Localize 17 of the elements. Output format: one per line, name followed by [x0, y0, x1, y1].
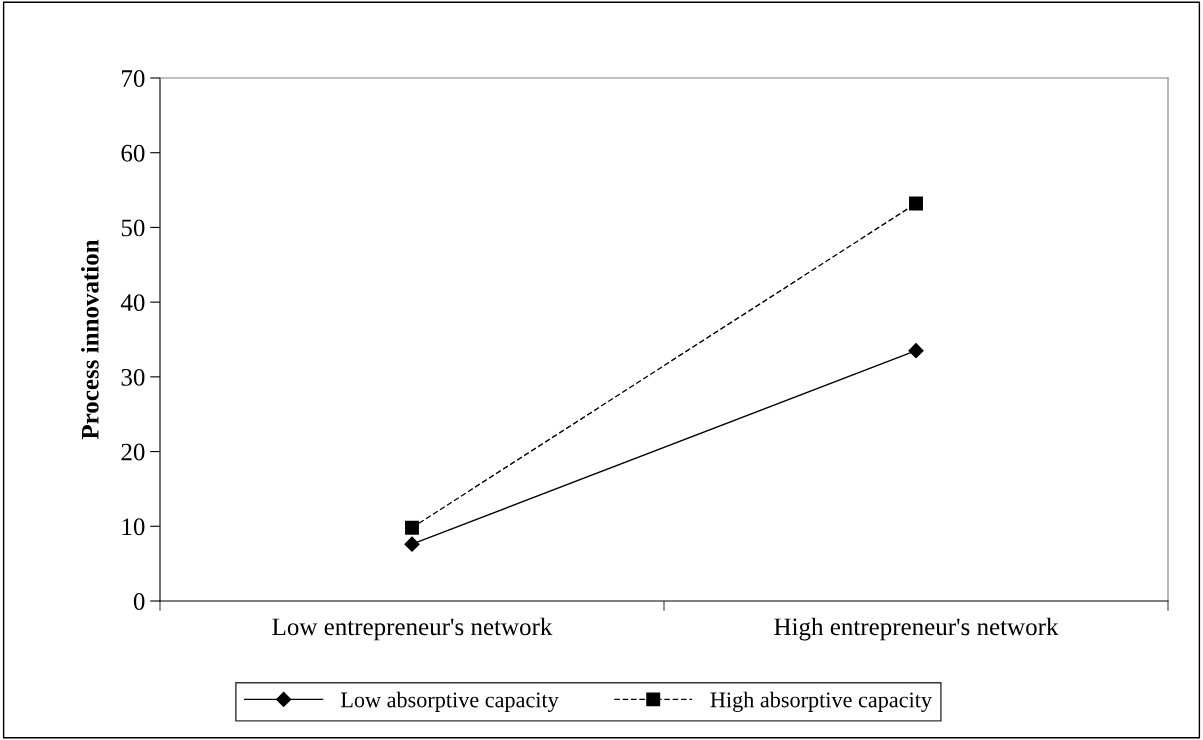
- y-tick-label: 10: [122, 518, 145, 536]
- y-tick-label: 30: [121, 368, 145, 386]
- y-tick-label: 0: [133, 593, 145, 610]
- x-tick-label: Low entrepreneur's network: [272, 617, 553, 641]
- y-tick-label: 20: [121, 443, 145, 461]
- legend-label: Low absorptive capacity: [340, 691, 559, 712]
- y-tick-label: 50: [121, 219, 145, 237]
- y-tick-label: 60: [121, 144, 145, 162]
- y-axis-title: Process innovation: [81, 239, 99, 440]
- x-tick-label: High entrepreneur's network: [774, 617, 1059, 641]
- point: [405, 520, 419, 535]
- point: [909, 196, 923, 211]
- y-tick-label: 70: [122, 70, 145, 87]
- point: [404, 536, 420, 552]
- point: [908, 343, 924, 359]
- y-tick-label: 40: [120, 294, 145, 312]
- legend-label: High absorptive capacity: [710, 691, 932, 712]
